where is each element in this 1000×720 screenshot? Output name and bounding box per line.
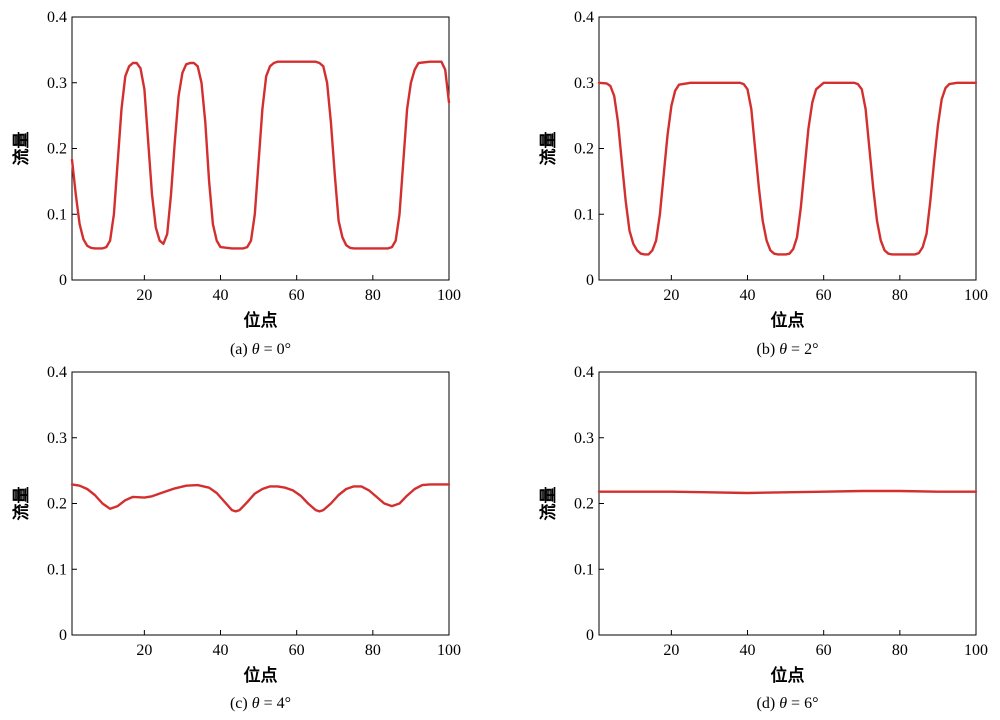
chart-d-x-axis-label: 位点: [771, 665, 805, 686]
chart-b-caption: (b) θ = 2°: [757, 341, 819, 358]
chart-a-x-axis-label: 位点: [244, 310, 278, 331]
chart-a: 0 0.1 0.2 0.3 0.4 20 40 60 80 100 位点 流量 (a) θ = 0°: [11, 9, 461, 358]
chart-b-ytick-label: 0: [586, 272, 594, 289]
chart-a-ytick-label: 0.1: [47, 206, 67, 223]
chart-c-x-axis-label: 位点: [244, 665, 278, 686]
chart-b-caption-symbol: θ: [779, 341, 787, 358]
chart-d-ytick-label: 0.4: [574, 364, 594, 381]
chart-c-caption-symbol: θ: [252, 695, 260, 712]
chart-b-xtick-label: 20: [663, 287, 679, 304]
chart-c-ytick-label: 0.2: [47, 496, 67, 513]
chart-d-ytick-label: 0.1: [574, 561, 594, 578]
chart-a-xtick-label: 60: [289, 287, 305, 304]
chart-a-ytick-label: 0.3: [47, 75, 67, 92]
chart-d-caption-suffix: = 6°: [787, 695, 818, 712]
chart-c-ytick-label: 0: [59, 627, 67, 644]
chart-a-xtick-label: 80: [365, 287, 381, 304]
chart-a-ytick-label: 0: [59, 272, 67, 289]
chart-b-ytick-label: 0.4: [574, 9, 594, 26]
chart-b: 0 0.1 0.2 0.3 0.4 20 40 60 80 100 位点 流量 (b) θ = 2°: [538, 9, 988, 358]
chart-a-series-line: [70, 60, 451, 250]
chart-c: 0 0.1 0.2 0.3 0.4 20 40 60 80 100 位点 流量 (c) θ = 4°: [11, 364, 461, 712]
chart-a-caption-suffix: = 0°: [260, 341, 291, 358]
chart-a-ytick-label: 0.2: [47, 141, 67, 158]
chart-b-y-axis-label: 流量: [538, 132, 559, 166]
chart-a-y-axis-label: 流量: [11, 132, 32, 166]
chart-a-xtick-label: 40: [213, 287, 229, 304]
chart-a-caption-symbol: θ: [252, 341, 260, 358]
chart-a-caption-prefix: (a): [230, 341, 252, 358]
chart-b-xtick-label: 100: [964, 287, 988, 304]
chart-d-xtick-label: 20: [663, 642, 679, 659]
chart-b-xtick-label: 60: [816, 287, 832, 304]
chart-b-x-axis-label: 位点: [771, 310, 805, 331]
chart-d-frame: [598, 371, 977, 636]
chart-a-caption: (a) θ = 0°: [230, 341, 291, 358]
chart-a-ytick-label: 0.4: [47, 9, 67, 26]
chart-b-xtick-label: 80: [892, 287, 908, 304]
chart-c-xtick-label: 40: [213, 642, 229, 659]
chart-c-caption-suffix: = 4°: [260, 695, 291, 712]
chart-b-caption-suffix: = 2°: [787, 341, 818, 358]
chart-d-xtick-label: 100: [964, 642, 988, 659]
chart-d-series-line: [597, 489, 978, 495]
chart-d-xtick-label: 40: [740, 642, 756, 659]
chart-d-xtick-label: 80: [892, 642, 908, 659]
chart-d-xtick-label: 60: [816, 642, 832, 659]
chart-d-caption: (d) θ = 6°: [757, 695, 819, 712]
chart-b-xtick-label: 40: [740, 287, 756, 304]
chart-c-caption: (c) θ = 4°: [230, 695, 291, 712]
chart-b-ytick-label: 0.1: [574, 206, 594, 223]
chart-c-ytick-label: 0.3: [47, 430, 67, 447]
chart-c-caption-prefix: (c): [230, 695, 252, 712]
chart-b-caption-prefix: (b): [757, 341, 780, 358]
chart-b-ytick-label: 0.3: [574, 75, 594, 92]
chart-c-y-axis-label: 流量: [11, 487, 32, 521]
chart-d-caption-prefix: (d): [757, 695, 780, 712]
chart-c-frame: [71, 371, 450, 636]
chart-b-series-line: [597, 81, 978, 256]
chart-d-ytick-label: 0.2: [574, 496, 594, 513]
chart-d: 0 0.1 0.2 0.3 0.4 20 40 60 80 100 位点 流量 (d) θ = 6°: [538, 364, 988, 712]
chart-d-caption-symbol: θ: [779, 695, 787, 712]
chart-a-xtick-label: 20: [136, 287, 152, 304]
chart-d-y-axis-label: 流量: [538, 487, 559, 521]
chart-c-series-line: [70, 483, 451, 513]
chart-c-xtick-label: 80: [365, 642, 381, 659]
chart-a-xtick-label: 100: [437, 287, 461, 304]
chart-c-xtick-label: 20: [136, 642, 152, 659]
chart-d-ytick-label: 0.3: [574, 430, 594, 447]
chart-b-ytick-label: 0.2: [574, 141, 594, 158]
chart-c-xtick-label: 60: [289, 642, 305, 659]
chart-d-ytick-label: 0: [586, 627, 594, 644]
chart-c-ytick-label: 0.4: [47, 364, 67, 381]
chart-c-xtick-label: 100: [437, 642, 461, 659]
chart-c-ytick-label: 0.1: [47, 561, 67, 578]
